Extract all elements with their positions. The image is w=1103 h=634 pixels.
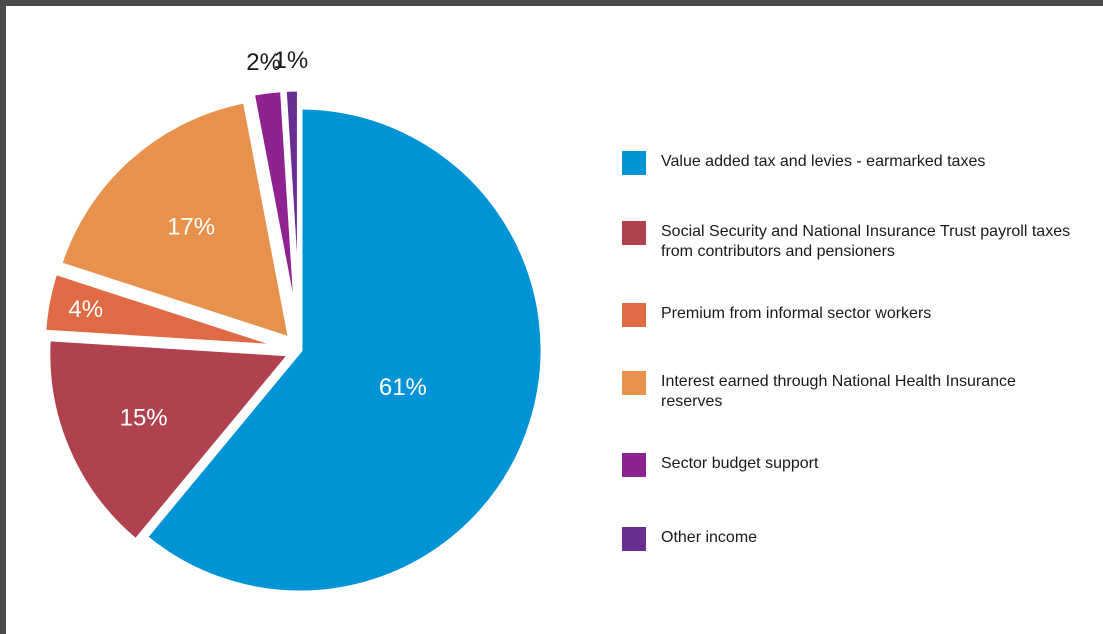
legend-label: Value added tax and levies - earmarked t… bbox=[661, 153, 986, 170]
legend-label: Premium from informal sector workers bbox=[661, 305, 932, 322]
slice-label-vat: 61% bbox=[379, 374, 427, 401]
legend-swatch bbox=[622, 221, 646, 245]
legend-swatch bbox=[622, 303, 646, 327]
slice-label-other-income: 1% bbox=[274, 47, 309, 74]
legend-item-other-income: Other income bbox=[622, 527, 1071, 551]
slice-label-budget-support: 2% bbox=[246, 49, 281, 76]
legend-item-ssnit: Social Security and National Insurance T… bbox=[622, 221, 1071, 262]
legend-label: Other income bbox=[661, 529, 758, 546]
legend-item-informal-premium: Premium from informal sector workers bbox=[622, 303, 1071, 327]
legend-label: Sector budget support bbox=[661, 455, 819, 472]
slice-label-informal-premium: 4% bbox=[68, 296, 103, 323]
legend-label: Social Security and National Insurance T… bbox=[661, 223, 1071, 260]
legend-swatch bbox=[622, 453, 646, 477]
pie-slice-interest bbox=[57, 98, 294, 342]
legend-swatch bbox=[622, 371, 646, 395]
legend-item-vat: Value added tax and levies - earmarked t… bbox=[622, 151, 1071, 175]
slice-label-ssnit: 15% bbox=[120, 405, 168, 432]
pie-slice-informal-premium bbox=[41, 269, 289, 350]
slice-label-interest: 17% bbox=[167, 213, 215, 240]
legend-item-budget-support: Sector budget support bbox=[622, 453, 1071, 477]
pie-slice-ssnit bbox=[45, 336, 294, 544]
legend-swatch bbox=[622, 151, 646, 175]
legend-swatch bbox=[622, 527, 646, 551]
legend-label: Interest earned through National Health … bbox=[661, 373, 1016, 410]
legend-item-interest: Interest earned through National Health … bbox=[622, 371, 1071, 412]
pie-slice-other-income bbox=[281, 86, 302, 335]
pie-slice-vat bbox=[142, 104, 546, 596]
